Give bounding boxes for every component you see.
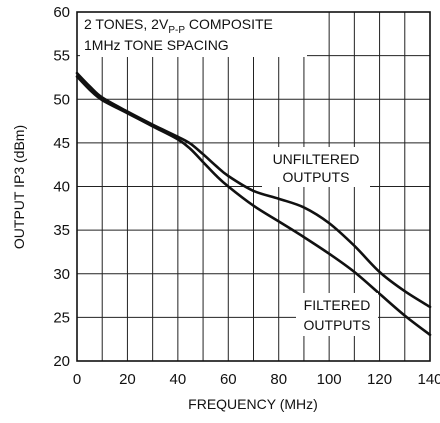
y-tick-label: 60 — [53, 4, 70, 21]
x-axis-label: FREQUENCY (MHz) — [188, 396, 318, 412]
y-tick-label: 45 — [53, 135, 70, 152]
series-label-unfiltered-line2: OUTPUTS — [283, 169, 350, 185]
y-tick-label: 55 — [53, 48, 70, 65]
y-tick-label: 40 — [53, 179, 70, 196]
x-tick-label: 0 — [73, 371, 81, 388]
x-tick-label: 20 — [119, 371, 136, 388]
series-label-unfiltered-line1: UNFILTERED — [273, 151, 360, 167]
x-tick-label: 80 — [270, 371, 287, 388]
y-tick-label: 30 — [53, 266, 70, 283]
annotation-box — [80, 10, 307, 57]
series-line-filtered — [75, 75, 432, 337]
unfiltered-label-box — [262, 147, 370, 187]
plot-frame — [76, 11, 431, 362]
filtered-label-box — [296, 293, 378, 336]
series-line-unfiltered — [75, 71, 432, 309]
series-label-filtered-line1: FILTERED — [304, 297, 371, 313]
x-tick-label: 140 — [417, 371, 440, 388]
x-tick-label: 100 — [317, 371, 342, 388]
annotation-line-2: 1MHz TONE SPACING — [84, 37, 229, 53]
y-tick-label: 35 — [53, 222, 70, 239]
y-tick-label: 50 — [53, 91, 70, 108]
y-tick-label: 25 — [53, 309, 70, 326]
x-tick-label: 60 — [220, 371, 237, 388]
series-layer — [75, 71, 432, 337]
series-label-filtered-line2: OUTPUTS — [304, 317, 371, 333]
x-tick-label: 40 — [170, 371, 187, 388]
y-axis-label: OUTPUT IP3 (dBm) — [11, 125, 27, 249]
y-tick-label: 20 — [53, 353, 70, 370]
annotation-line-1: 2 TONES, 2VP-P COMPOSITE — [84, 16, 273, 36]
x-tick-label: 120 — [367, 371, 392, 388]
